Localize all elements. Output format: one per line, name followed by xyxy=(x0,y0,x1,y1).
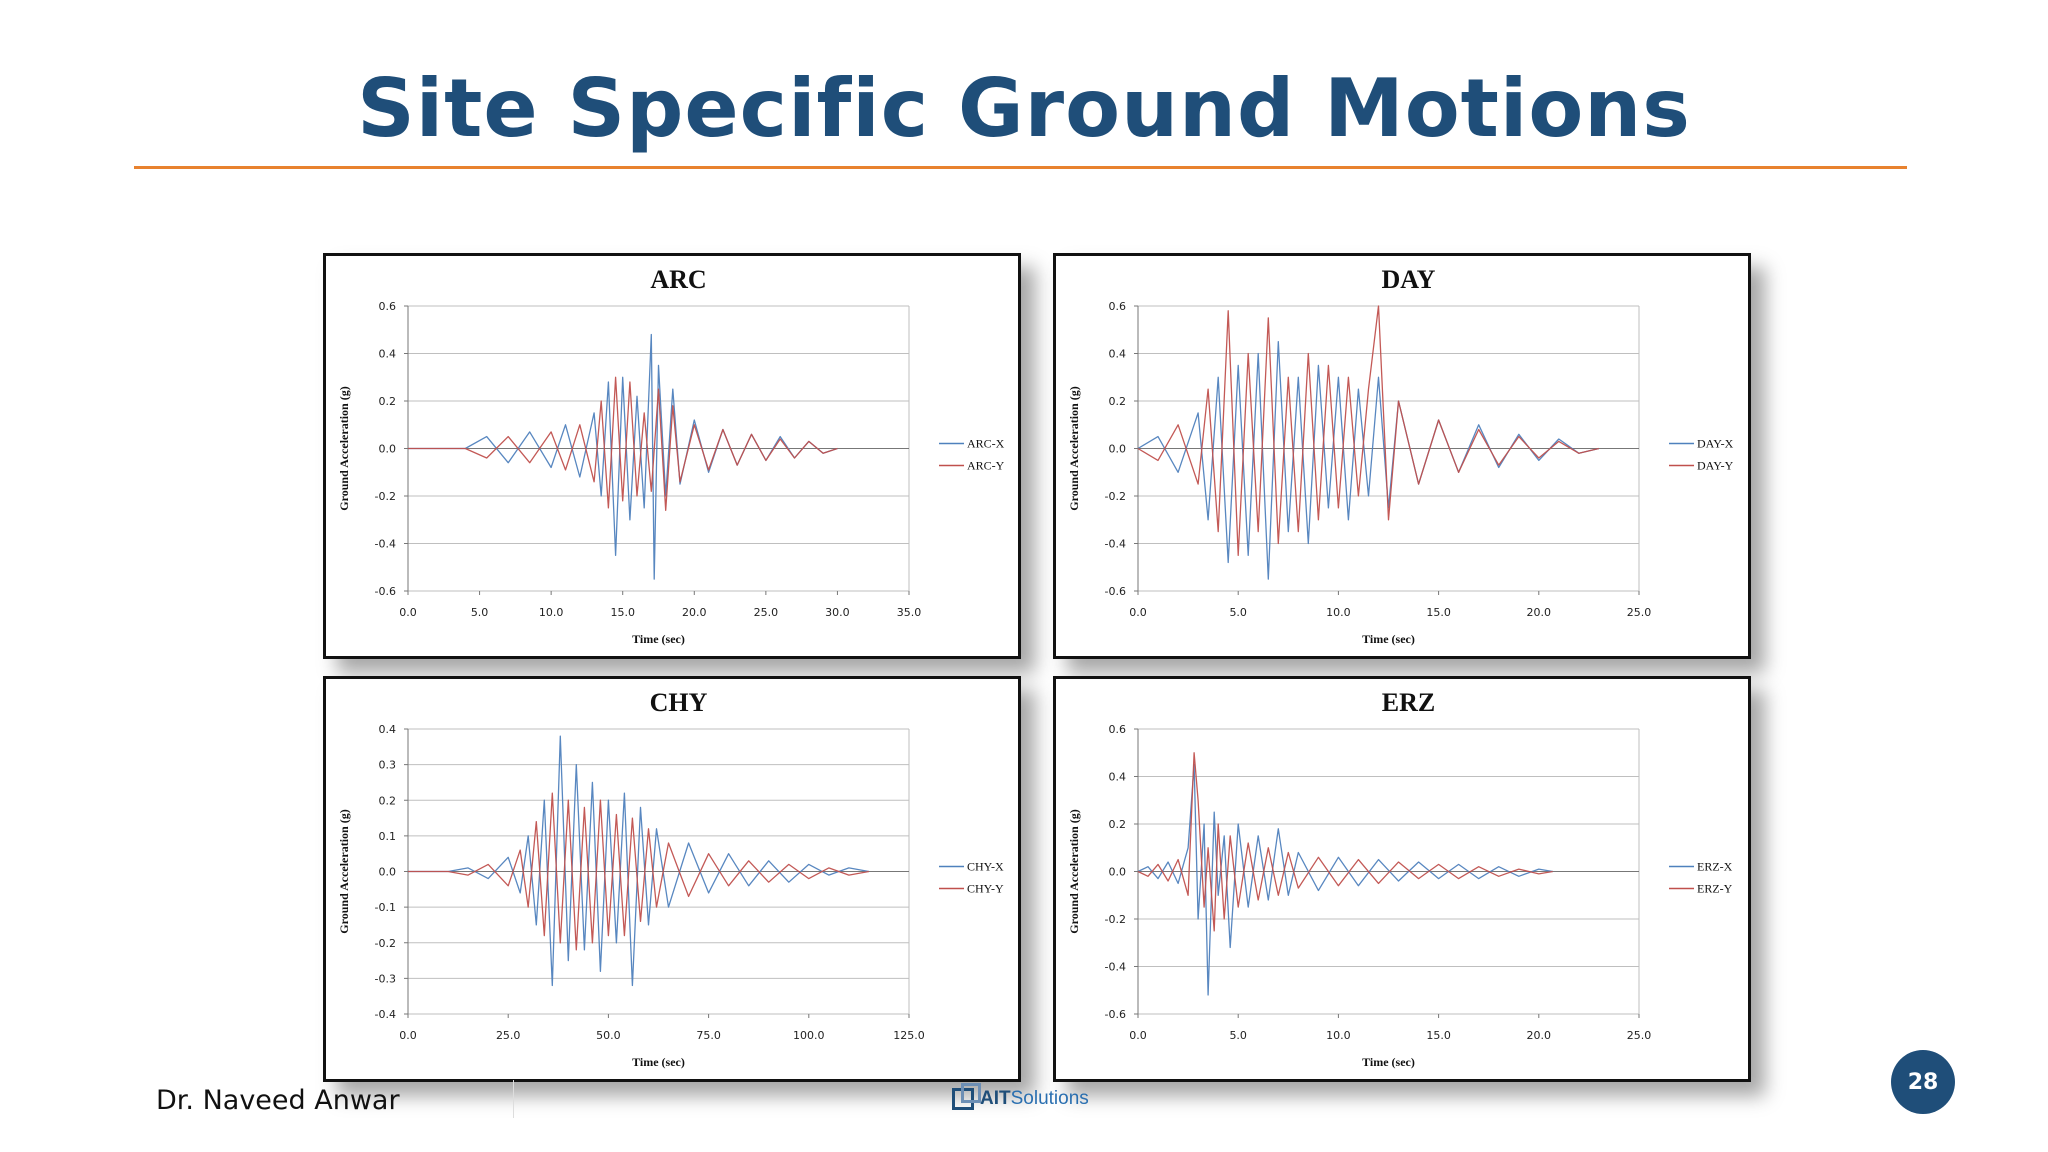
x-tick-label: 5.0 xyxy=(1229,606,1247,619)
x-tick-label: 75.0 xyxy=(696,1029,721,1042)
y-tick-label: 0.0 xyxy=(1109,443,1127,456)
y-tick-label: -0.2 xyxy=(1105,913,1126,926)
x-tick-label: 0.0 xyxy=(399,606,417,619)
y-tick-label: 0.2 xyxy=(1109,395,1127,408)
y-tick-label: 0.4 xyxy=(379,723,397,736)
y-tick-label: -0.4 xyxy=(375,538,396,551)
x-tick-label: 10.0 xyxy=(539,606,564,619)
legend-label: CHY-Y xyxy=(967,882,1004,896)
legend-label: DAY-X xyxy=(1697,437,1734,451)
x-axis-label: Time (sec) xyxy=(632,1055,685,1069)
x-tick-label: 25.0 xyxy=(754,606,779,619)
y-tick-label: -0.6 xyxy=(375,585,396,598)
legend-label: ARC-X xyxy=(967,437,1005,451)
chart-panel-chy: CHY 0.4 0.3 0.2 0.1 0.0 -0.1 -0.2 -0.3 -0.4 0.0 25.… xyxy=(323,676,1021,1082)
y-tick-label: -0.1 xyxy=(375,901,396,914)
y-axis-label: Ground Acceleration (g) xyxy=(1067,386,1081,510)
series-line-arc-x xyxy=(408,333,838,580)
y-tick-label: -0.6 xyxy=(1105,585,1126,598)
x-tick-label: 125.0 xyxy=(893,1029,925,1042)
y-tick-label: -0.2 xyxy=(375,490,396,503)
ait-solutions-logo: AITSolutions xyxy=(952,1083,1089,1110)
y-tick-label: 0.6 xyxy=(379,300,397,313)
x-tick-label: 25.0 xyxy=(1627,606,1652,619)
y-tick-label: 0.4 xyxy=(379,348,397,361)
x-tick-label: 20.0 xyxy=(682,606,707,619)
logo-text: AITSolutions xyxy=(980,1088,1089,1109)
x-tick-label: 0.0 xyxy=(1129,606,1147,619)
series-line-erz-x xyxy=(1137,763,1553,996)
slide-title: Site Specific Ground Motions xyxy=(357,62,1691,155)
chart-panel-day: DAY 0.6 0.4 0.2 0.0 -0.2 -0.4 -0.6 0.0 5.0 10.0 15.… xyxy=(1053,253,1751,659)
legend-label: DAY-Y xyxy=(1697,459,1734,473)
x-tick-label: 5.0 xyxy=(471,606,489,619)
series-line-arc-y xyxy=(408,376,838,511)
chart-title: DAY xyxy=(1382,265,1436,294)
chart-title: ERZ xyxy=(1382,688,1435,717)
x-tick-label: 35.0 xyxy=(897,606,922,619)
y-tick-label: -0.4 xyxy=(375,1008,396,1021)
x-tick-label: 20.0 xyxy=(1527,1029,1552,1042)
y-tick-label: 0.3 xyxy=(379,759,397,772)
x-tick-label: 0.0 xyxy=(1129,1029,1147,1042)
x-tick-label: 15.0 xyxy=(1426,1029,1451,1042)
x-tick-label: 10.0 xyxy=(1326,606,1351,619)
y-tick-label: -0.6 xyxy=(1105,1008,1126,1021)
x-axis-label: Time (sec) xyxy=(1362,1055,1415,1069)
y-tick-label: 0.1 xyxy=(379,830,397,843)
legend-label: ERZ-Y xyxy=(1697,882,1733,896)
x-tick-label: 10.0 xyxy=(1326,1029,1351,1042)
y-tick-label: 0.4 xyxy=(1109,771,1127,784)
title-underline xyxy=(134,166,1907,169)
series-line-day-y xyxy=(1137,305,1600,557)
legend-label: ERZ-X xyxy=(1697,860,1733,874)
y-axis-label: Ground Acceleration (g) xyxy=(1067,809,1081,933)
chart-title: CHY xyxy=(650,688,708,717)
y-tick-label: 0.2 xyxy=(379,794,397,807)
x-tick-label: 25.0 xyxy=(1627,1029,1652,1042)
y-tick-label: -0.2 xyxy=(1105,490,1126,503)
x-axis-label: Time (sec) xyxy=(1362,632,1415,646)
y-axis-label: Ground Acceleration (g) xyxy=(337,386,351,510)
y-tick-label: 0.2 xyxy=(379,395,397,408)
series-line-chy-y xyxy=(408,792,870,951)
page-number-badge: 28 xyxy=(1891,1050,1955,1114)
footer-divider xyxy=(513,1080,514,1118)
chart-panel-arc: ARC 0.6 0.4 0.2 0.0 -0.2 -0.4 -0.6 0.0 5.0 10.0 15.… xyxy=(323,253,1021,659)
x-tick-label: 15.0 xyxy=(610,606,635,619)
x-tick-label: 5.0 xyxy=(1229,1029,1247,1042)
y-tick-label: 0.0 xyxy=(1109,866,1127,879)
y-tick-label: -0.2 xyxy=(375,937,396,950)
y-tick-label: -0.4 xyxy=(1105,538,1126,551)
x-tick-label: 25.0 xyxy=(496,1029,521,1042)
x-tick-label: 100.0 xyxy=(793,1029,825,1042)
x-tick-label: 15.0 xyxy=(1426,606,1451,619)
y-tick-label: 0.0 xyxy=(379,866,397,879)
y-tick-label: 0.0 xyxy=(379,443,397,456)
legend-label: CHY-X xyxy=(967,860,1004,874)
x-tick-label: 20.0 xyxy=(1527,606,1552,619)
ait-logo-icon xyxy=(952,1083,981,1110)
x-axis-label: Time (sec) xyxy=(632,632,685,646)
chart-panel-erz: ERZ 0.6 0.4 0.2 0.0 -0.2 -0.4 -0.6 0.0 5.0 10.0 15.… xyxy=(1053,676,1751,1082)
series-line-chy-x xyxy=(408,735,870,987)
series-line-erz-y xyxy=(1137,752,1553,932)
y-tick-label: 0.2 xyxy=(1109,818,1127,831)
x-tick-label: 50.0 xyxy=(596,1029,621,1042)
chart-title: ARC xyxy=(650,265,706,294)
legend-label: ARC-Y xyxy=(967,459,1005,473)
y-tick-label: 0.4 xyxy=(1109,348,1127,361)
y-tick-label: -0.3 xyxy=(375,972,396,985)
x-tick-label: 0.0 xyxy=(399,1029,417,1042)
y-axis-label: Ground Acceleration (g) xyxy=(337,809,351,933)
y-tick-label: 0.6 xyxy=(1109,723,1127,736)
author-name: Dr. Naveed Anwar xyxy=(156,1085,400,1116)
y-tick-label: 0.6 xyxy=(1109,300,1127,313)
y-tick-label: -0.4 xyxy=(1105,961,1126,974)
x-tick-label: 30.0 xyxy=(825,606,850,619)
